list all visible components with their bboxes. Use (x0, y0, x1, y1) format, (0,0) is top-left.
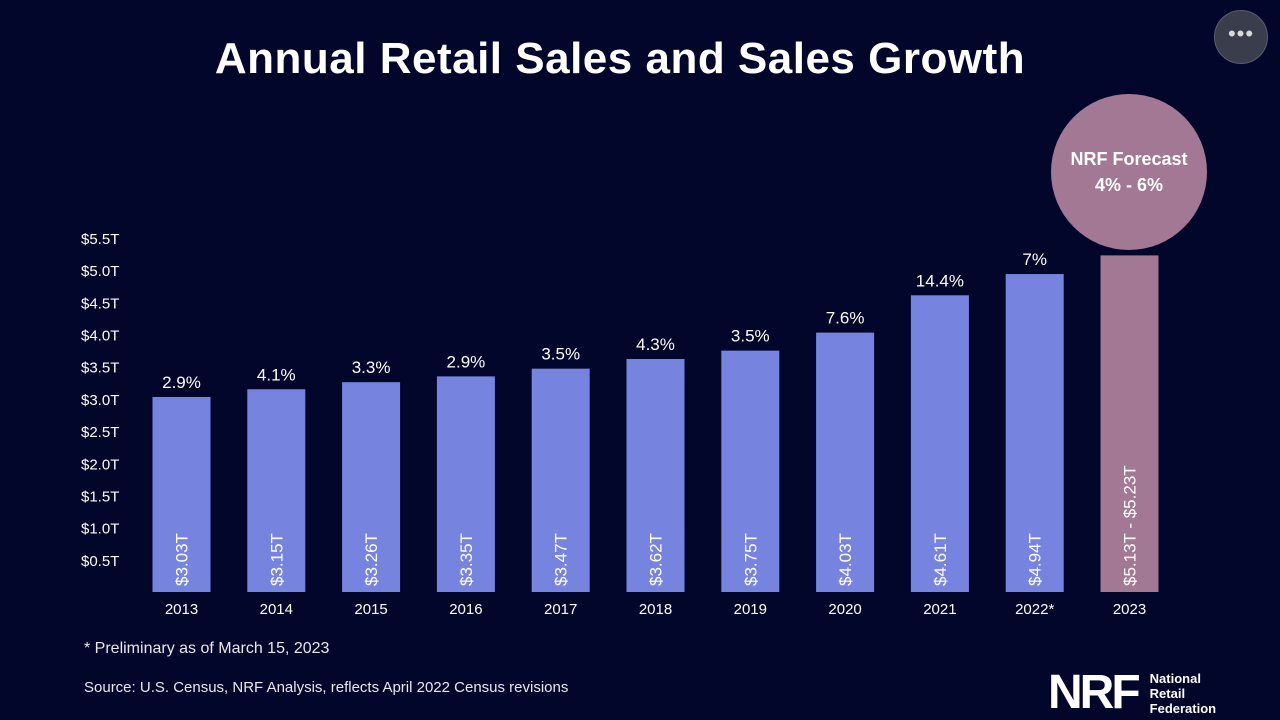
forecast-bubble: NRF Forecast 4% - 6% (1051, 94, 1207, 250)
x-tick-label: 2022* (1015, 601, 1054, 618)
y-tick-label: $0.5T (81, 553, 119, 570)
y-tick-label: $3.0T (81, 392, 119, 409)
logo-text: National Retail Federation (1150, 671, 1216, 716)
growth-label: 3.5% (541, 345, 580, 364)
logo-line: Federation (1149, 700, 1217, 716)
x-tick-label: 2016 (449, 601, 482, 618)
value-label: $3.62T (647, 533, 666, 586)
value-label: $4.61T (931, 533, 950, 586)
bar (626, 359, 685, 592)
logo-line: National (1149, 670, 1201, 686)
forecast-range: 4% - 6% (1094, 175, 1164, 195)
logo-mark: NRF (1048, 666, 1141, 719)
x-tick-label: 2017 (544, 601, 577, 618)
bar (531, 368, 590, 592)
x-tick-label: 2023 (1113, 601, 1146, 618)
growth-label: 2.9% (447, 352, 486, 371)
y-tick-label: $1.0T (81, 521, 119, 538)
value-label: $3.03T (173, 533, 192, 586)
bar (910, 295, 969, 592)
forecast-label: NRF Forecast (1070, 149, 1188, 169)
logo-line: Retail (1149, 685, 1186, 701)
y-tick-label: $4.0T (81, 328, 119, 345)
growth-label: 4.1% (257, 365, 296, 384)
growth-label: 2.9% (162, 373, 201, 392)
bar (436, 376, 495, 592)
y-tick-label: $4.5T (81, 295, 119, 312)
x-tick-label: 2015 (354, 601, 387, 618)
value-label: $4.03T (836, 533, 855, 586)
bar (1005, 274, 1064, 592)
more-icon: ••• (1227, 21, 1255, 46)
bar (816, 332, 875, 592)
growth-label: 7% (1022, 250, 1047, 269)
x-tick-label: 2018 (639, 601, 672, 618)
growth-label: 14.4% (916, 271, 964, 290)
value-label: $3.26T (362, 533, 381, 586)
value-label: $3.15T (267, 533, 286, 586)
value-label: $3.35T (457, 533, 476, 586)
page-title: Annual Retail Sales and Sales Growth (214, 34, 1026, 83)
growth-label: 7.6% (826, 309, 865, 328)
forecast-bar (1100, 255, 1159, 592)
value-label: $5.13T - $5.23T (1121, 465, 1140, 586)
more-options-button[interactable]: ••• (1214, 10, 1268, 64)
source-note: Source: U.S. Census, NRF Analysis, refle… (84, 679, 569, 696)
bar (152, 396, 211, 592)
y-tick-label: $5.5T (81, 231, 119, 248)
y-tick-label: $3.5T (81, 360, 119, 377)
y-tick-label: $2.5T (81, 424, 119, 441)
x-tick-label: 2014 (260, 601, 293, 618)
x-tick-label: 2020 (828, 601, 861, 618)
x-tick-label: 2013 (165, 601, 198, 618)
growth-label: 4.3% (636, 335, 675, 354)
value-label: $4.94T (1026, 533, 1045, 586)
growth-label: 3.3% (352, 358, 391, 377)
value-label: $3.47T (552, 533, 571, 586)
x-tick-label: 2021 (923, 601, 956, 618)
growth-label: 3.5% (731, 327, 770, 346)
bar (247, 389, 306, 592)
y-tick-label: $1.5T (81, 488, 119, 505)
value-label: $3.75T (741, 533, 760, 586)
bar (721, 350, 780, 592)
bar (342, 382, 401, 592)
nrf-logo: NRF National Retail Federation (1048, 666, 1216, 719)
footnote: * Preliminary as of March 15, 2023 (84, 640, 330, 657)
y-tick-label: $2.0T (81, 456, 119, 473)
x-tick-label: 2019 (734, 601, 767, 618)
y-tick-label: $5.0T (81, 263, 119, 280)
